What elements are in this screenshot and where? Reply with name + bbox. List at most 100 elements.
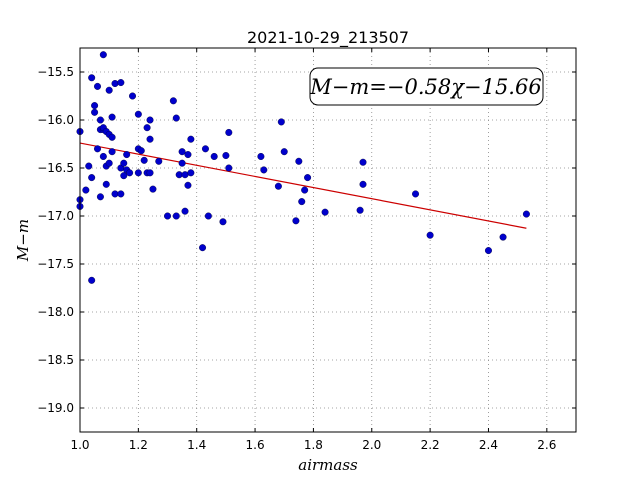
data-point — [257, 152, 265, 160]
data-point — [91, 108, 99, 116]
data-point — [187, 169, 195, 177]
data-point — [94, 145, 102, 153]
plot-area — [80, 48, 576, 432]
data-point — [298, 198, 306, 206]
data-point — [120, 172, 128, 180]
data-point — [108, 113, 116, 121]
fit-line-group — [79, 142, 527, 229]
data-point — [108, 148, 116, 156]
data-points — [76, 51, 530, 284]
data-point — [96, 116, 104, 124]
data-point — [143, 124, 151, 132]
data-point — [172, 212, 180, 220]
data-point — [108, 133, 116, 141]
y-tick-label: −17.0 — [37, 209, 74, 223]
data-point — [201, 145, 209, 153]
data-point — [292, 217, 300, 225]
data-point — [204, 212, 212, 220]
data-point — [321, 208, 329, 216]
data-point — [175, 171, 183, 179]
data-point — [146, 135, 154, 143]
x-tick-label: 1.8 — [304, 438, 323, 452]
data-point — [85, 162, 93, 170]
data-point — [178, 148, 186, 156]
data-point — [111, 190, 119, 198]
y-tick-label: −16.5 — [37, 161, 74, 175]
data-point — [225, 164, 233, 172]
data-point — [359, 158, 367, 166]
data-point — [88, 74, 96, 82]
data-point — [304, 174, 312, 182]
data-point — [412, 190, 420, 198]
grid — [80, 48, 576, 432]
data-point — [117, 190, 125, 198]
data-point — [184, 151, 192, 159]
data-point — [277, 118, 285, 126]
y-tick-label: −19.0 — [37, 401, 74, 415]
fit-equation-label: M−m=−0.58χ−15.66 — [309, 75, 541, 99]
x-tick-label: 2.2 — [421, 438, 440, 452]
data-point — [181, 207, 189, 215]
data-point — [88, 174, 96, 182]
data-point — [96, 193, 104, 201]
data-point — [499, 233, 507, 241]
data-point — [123, 151, 131, 159]
x-tick-label: 1.2 — [129, 438, 148, 452]
data-point — [155, 157, 163, 165]
data-point — [219, 218, 227, 226]
data-point — [274, 182, 282, 190]
annotation-frame — [309, 67, 544, 106]
x-tick-label: 1.4 — [187, 438, 206, 452]
data-point — [295, 157, 303, 165]
data-point — [149, 185, 157, 193]
data-point — [426, 231, 434, 239]
axis-ticks: 1.0 1.2 1.4 1.6 1.8 2.0 2.2 2.4 2.6 −15.5 −16.0 −16… — [37, 48, 576, 452]
data-point — [225, 128, 233, 136]
data-point — [129, 92, 137, 100]
data-point — [359, 180, 367, 188]
data-point — [111, 80, 119, 88]
data-point — [199, 244, 207, 252]
data-point — [102, 180, 110, 188]
data-point — [146, 169, 154, 177]
data-point — [137, 147, 145, 155]
data-point — [94, 82, 102, 90]
x-tick-label: 2.4 — [479, 438, 498, 452]
data-point — [164, 212, 172, 220]
plot-frame — [79, 47, 577, 433]
data-point — [91, 102, 99, 110]
y-tick-label: −17.5 — [37, 257, 74, 271]
data-point — [178, 159, 186, 167]
y-axis-label: M−m — [14, 219, 32, 262]
data-point — [88, 276, 96, 284]
x-axis-label: airmass — [298, 456, 358, 474]
annotation-box: M−m=−0.58χ−15.66 — [309, 67, 544, 106]
y-tick-label: −16.0 — [37, 113, 74, 127]
chart-title: 2021-10-29_213507 — [247, 28, 409, 48]
data-point — [280, 148, 288, 156]
y-tick-label: −18.0 — [37, 305, 74, 319]
data-point — [222, 152, 230, 160]
y-tick-label: −15.5 — [37, 65, 74, 79]
data-point — [210, 152, 218, 160]
data-point — [522, 210, 530, 218]
x-tick-label: 1.6 — [246, 438, 265, 452]
data-point — [484, 247, 492, 255]
data-point — [99, 152, 107, 160]
data-point — [169, 97, 177, 105]
data-point — [187, 135, 195, 143]
y-tick-label: −18.5 — [37, 353, 74, 367]
data-point — [301, 186, 309, 194]
data-point — [134, 169, 142, 177]
data-point — [146, 116, 154, 124]
data-point — [140, 156, 148, 164]
data-point — [184, 181, 192, 189]
data-point — [260, 166, 268, 174]
data-point — [105, 86, 113, 94]
data-point — [82, 186, 90, 194]
x-tick-label: 2.6 — [537, 438, 556, 452]
data-point — [120, 159, 128, 167]
x-tick-label: 2.0 — [362, 438, 381, 452]
data-point — [356, 206, 364, 214]
